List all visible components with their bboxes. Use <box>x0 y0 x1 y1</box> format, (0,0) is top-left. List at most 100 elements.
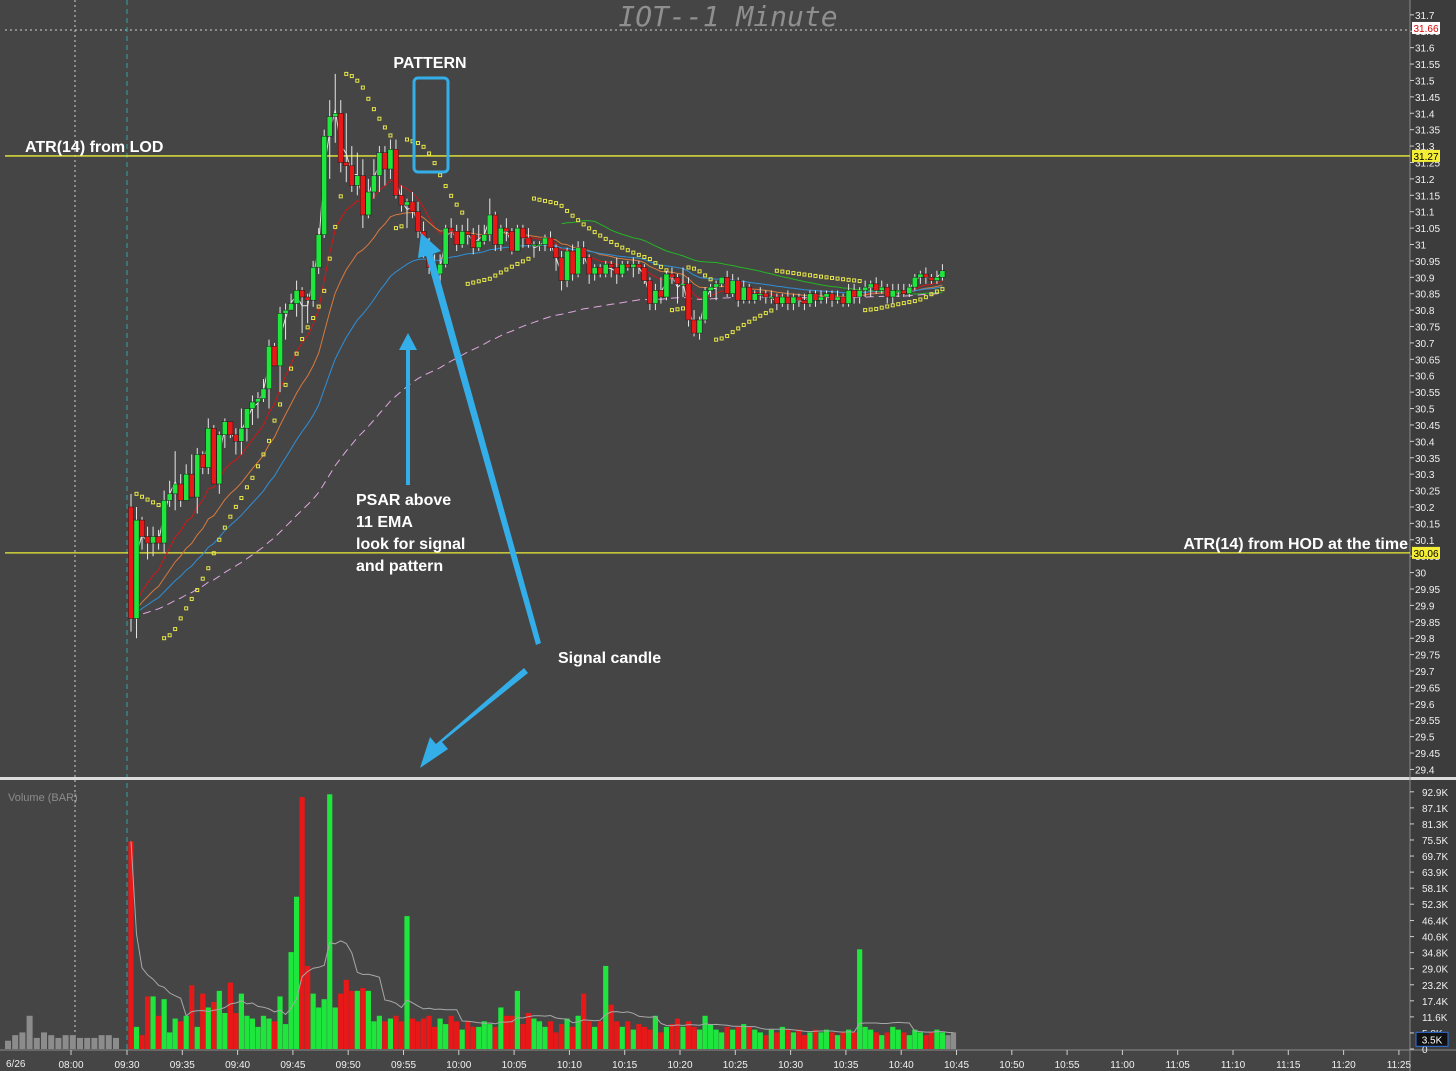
candle-down <box>503 227 510 232</box>
candle-up <box>889 290 896 298</box>
psar-dot <box>316 304 321 309</box>
candle-up <box>260 388 267 399</box>
psar-dot <box>565 208 570 213</box>
psar-dot <box>614 242 619 247</box>
psar-dot <box>333 224 338 229</box>
x-axis-ticks: 08:00 09:30 09:35 09:40 09:45 09:50 09:55 10:00… <box>58 1050 1411 1071</box>
y-tick-label: 30.4 <box>1415 437 1435 448</box>
volume-bar <box>879 1035 885 1049</box>
volume-current-badge <box>1415 1031 1449 1047</box>
psar-dot <box>261 452 266 457</box>
psar-dot <box>432 161 437 166</box>
candle-down <box>923 273 929 278</box>
volume-bar <box>586 1021 592 1049</box>
candles <box>128 73 946 639</box>
psar-dot <box>785 270 790 275</box>
y-tick-label: 30.3 <box>1415 470 1435 481</box>
psar-dot <box>819 274 823 279</box>
candle-down <box>658 290 664 298</box>
x-tick-label: 09:45 <box>280 1060 305 1071</box>
psar-dot <box>493 273 498 278</box>
candle-up <box>934 277 940 281</box>
candle-up <box>255 398 261 403</box>
psar-dot <box>857 279 862 284</box>
candle-down <box>746 286 753 301</box>
volume-bar-premarket <box>69 1035 76 1049</box>
x-tick-label: 11:00 <box>1110 1060 1135 1071</box>
candle-up <box>906 286 913 294</box>
candle-up <box>205 427 212 468</box>
volume-bar <box>271 1021 278 1049</box>
psar-dot <box>344 71 349 76</box>
volume-bar <box>487 1024 493 1049</box>
psar-dot <box>554 201 559 206</box>
candle-up <box>575 247 581 275</box>
volume-panel-title: Volume (BAR) <box>8 792 78 804</box>
psar-dot <box>250 475 255 480</box>
candle-down <box>348 165 355 186</box>
psar-dot <box>471 280 476 285</box>
volume-bar <box>862 1026 868 1049</box>
psar-dot <box>140 494 145 499</box>
candle-down <box>613 267 620 275</box>
volume-bar <box>663 1026 670 1049</box>
candle-up <box>878 286 885 291</box>
candle-up <box>707 286 714 291</box>
candle-up <box>531 244 537 247</box>
y-tick-label: 30.15 <box>1415 519 1440 530</box>
candle-up <box>387 149 394 170</box>
volume-bar <box>790 1032 796 1049</box>
candle-down <box>409 201 416 212</box>
psar-dot <box>885 304 890 309</box>
volume-bar <box>547 1021 554 1049</box>
psar-dot <box>531 196 536 201</box>
candle-up <box>630 263 637 268</box>
candle-down <box>674 277 681 285</box>
psar-dot <box>305 325 310 330</box>
sma-50-line <box>561 220 943 295</box>
volume-bar <box>890 1026 896 1049</box>
volume-bar <box>211 1001 217 1049</box>
volume-bar <box>393 1015 399 1049</box>
candle-up <box>751 293 758 301</box>
psar-dot <box>576 218 581 223</box>
candle-up <box>591 267 598 275</box>
price-badge <box>1412 546 1440 559</box>
volume-bar <box>719 1032 725 1049</box>
x-tick-label: 11:25 <box>1387 1060 1412 1071</box>
volume-bar <box>128 841 134 1049</box>
volume-bar <box>227 982 233 1049</box>
psar-dot <box>918 297 923 302</box>
y-tick-label: 31.25 <box>1415 158 1440 169</box>
volume-bar <box>459 1029 465 1049</box>
volume-bar-premarket <box>48 1035 55 1049</box>
psar-dot <box>173 627 178 632</box>
y-tick-label: 30.7 <box>1415 339 1435 350</box>
volume-tick-label: 52.3K <box>1422 900 1448 911</box>
y-tick-label: 30.25 <box>1415 487 1440 498</box>
candle-up <box>602 263 609 275</box>
psar-dot <box>443 184 448 189</box>
volume-bar <box>713 1029 719 1049</box>
chart-title: IOT--1 Minute <box>618 0 837 33</box>
psar-dot <box>730 330 735 335</box>
volume-bar <box>570 1026 576 1049</box>
candle-down <box>492 214 499 245</box>
y-tick-label: 30.5 <box>1415 405 1435 416</box>
volume-tick-label: 29.0K <box>1422 965 1448 976</box>
candle-up <box>442 227 449 265</box>
y-tick-label: 31.1 <box>1415 208 1435 219</box>
psar-dot <box>465 281 470 286</box>
psar-dot <box>427 151 432 156</box>
y-tick-label: 30 <box>1415 569 1427 580</box>
volume-bar <box>823 1029 830 1049</box>
psar-dot <box>587 226 592 231</box>
volume-bar <box>305 965 311 1049</box>
volume-bar <box>625 1021 631 1049</box>
psar-dot <box>178 616 183 621</box>
psar-dot <box>476 279 481 284</box>
candle-down <box>647 280 653 304</box>
candle-up <box>939 270 946 278</box>
candle-up <box>354 175 361 186</box>
volume-bar <box>437 1018 443 1049</box>
